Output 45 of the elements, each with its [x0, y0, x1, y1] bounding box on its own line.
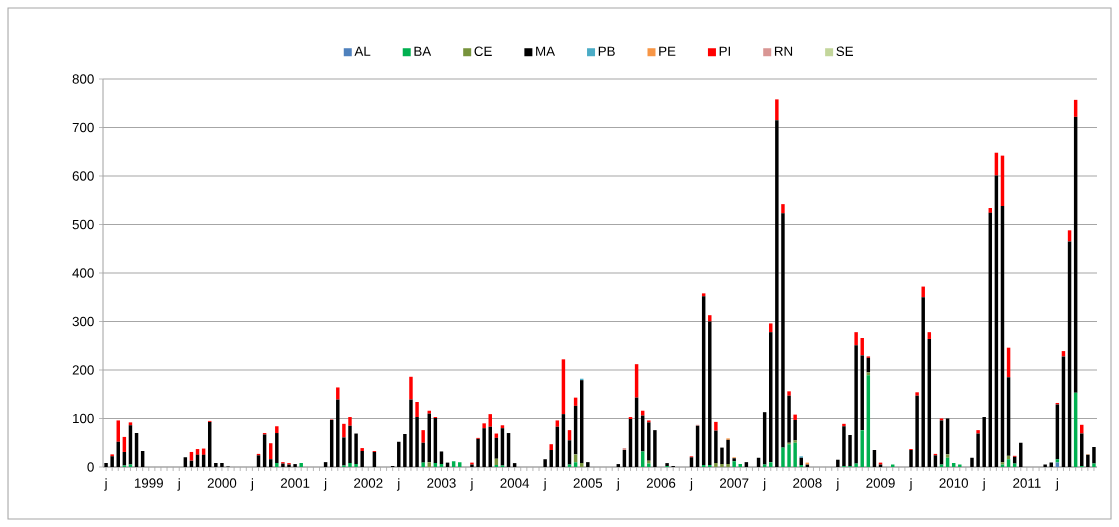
legend-label: PB	[598, 46, 615, 56]
x-tick-label: j	[250, 478, 254, 491]
legend-label: PE	[659, 46, 676, 56]
legend-label: CE	[474, 46, 492, 57]
x-tick-label: 1999	[134, 478, 163, 488]
y-tick-label: 300	[72, 316, 94, 327]
x-tick-label: 2009	[866, 478, 895, 488]
x-tick-label: j	[1055, 478, 1058, 491]
x-tick-label: j	[323, 478, 327, 491]
x-tick-label: j	[836, 478, 839, 491]
x-tick-label: 2007	[720, 478, 749, 488]
y-tick-label: 400	[72, 268, 94, 278]
x-tick-label: j	[104, 478, 107, 491]
x-tick-label: j	[177, 478, 180, 491]
y-tick-label: 500	[72, 219, 94, 230]
x-tick-label: 2004	[500, 478, 530, 488]
y-tick-label: 800	[72, 74, 94, 84]
x-tick-label: j	[616, 478, 619, 491]
legend-label: PI	[719, 46, 730, 56]
x-tick-label: 2010	[939, 478, 969, 488]
legend-label: BA	[414, 46, 432, 56]
legend-label: AL	[354, 46, 371, 56]
x-tick-label: j	[543, 478, 546, 491]
x-tick-label: j	[762, 478, 766, 491]
x-tick-label: j	[909, 478, 912, 491]
x-tick-label: 2008	[793, 478, 822, 488]
x-tick-label: 2005	[573, 478, 603, 488]
y-tick-label: 100	[73, 413, 94, 424]
y-tick-label: 0	[87, 462, 94, 472]
x-tick-label: 2011	[1013, 478, 1041, 488]
legend-label: RN	[774, 46, 793, 56]
x-tick-label: 2003	[427, 478, 456, 488]
y-tick-label: 200	[72, 365, 94, 375]
x-tick-label: 2000	[207, 478, 237, 488]
x-tick-label: j	[689, 478, 693, 491]
legend-label: MA	[536, 46, 556, 56]
x-tick-label: j	[982, 478, 985, 491]
legend-label: SE	[836, 46, 854, 57]
y-tick-label: 700	[72, 122, 94, 133]
x-tick-label: 2002	[354, 478, 383, 488]
x-tick-label: j	[470, 478, 473, 491]
x-tick-label: 2006	[646, 478, 676, 488]
x-tick-label: 2001	[280, 478, 310, 488]
y-tick-label: 600	[72, 171, 94, 181]
x-tick-label: j	[396, 478, 400, 491]
